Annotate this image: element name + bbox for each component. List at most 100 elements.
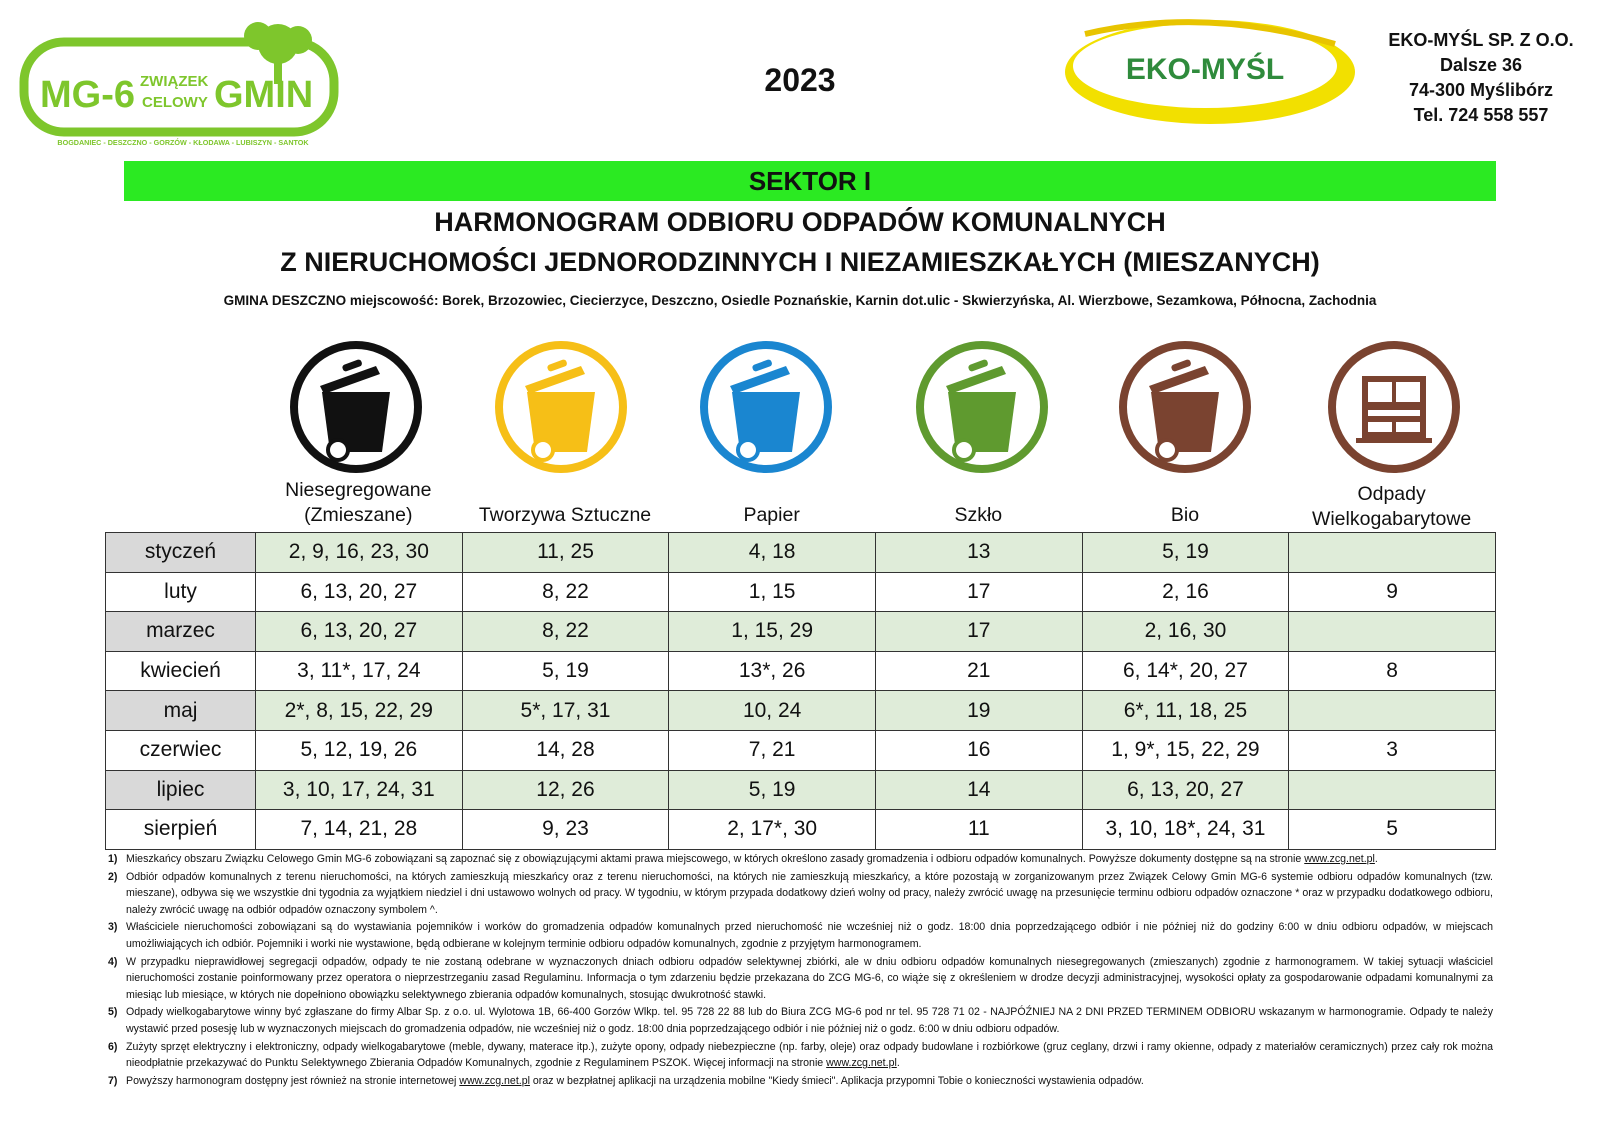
footnotes: 1) Mieszkańcy obszaru Związku Celowego G… xyxy=(108,851,1493,1090)
footnote-number: 2) xyxy=(108,870,118,883)
date-cell: 16 xyxy=(874,729,1083,771)
company-phone: Tel. 724 558 557 xyxy=(1413,105,1549,125)
footnote-text: Zużyty sprzęt elektryczny i elektroniczn… xyxy=(126,1040,1493,1070)
date-cell: 6, 13, 20, 27 xyxy=(255,611,463,652)
date-cell: 14, 28 xyxy=(461,729,670,771)
mg6-middle-text-1: ZWIĄZEK xyxy=(140,73,208,90)
date-cell: 1, 15 xyxy=(668,571,876,613)
eko-mysl-logo: EKO-MYŚL xyxy=(1055,14,1365,129)
date-cell: 1, 15, 29 xyxy=(668,611,876,652)
table-row: sierpień 7, 14, 21, 28 9, 23 2, 17*, 30 … xyxy=(105,809,1496,850)
footnote-text: Powyższy harmonogram dostępny jest równi… xyxy=(126,1074,457,1087)
date-cell: 13 xyxy=(874,532,1083,573)
gmina-line: GMINA DESZCZNO miejscowość: Borek, Brzoz… xyxy=(223,293,1377,308)
footnote-text: Właściciele nieruchomości zobowiązani są… xyxy=(126,921,1493,950)
footnote: 6) Zużyty sprzęt elektryczny i elektroni… xyxy=(108,1039,1493,1072)
sector-banner: SEKTOR I xyxy=(124,161,1496,201)
table-row: marzec 6, 13, 20, 27 8, 22 1, 15, 29 17 … xyxy=(105,611,1496,652)
date-cell: 7, 21 xyxy=(668,729,876,771)
date-cell: 14 xyxy=(874,769,1083,811)
footnote-link[interactable]: www.zcg.net.pl xyxy=(459,1074,530,1087)
column-header-line1: Niesegregowane xyxy=(285,479,432,501)
month-cell: kwiecień xyxy=(105,650,256,692)
footnote-number: 6) xyxy=(108,1040,118,1053)
table-row: luty 6, 13, 20, 27 8, 22 1, 15 17 2, 16 … xyxy=(105,571,1496,613)
mg6-logo: MG-6 ZWIĄZEK CELOWY GMIN BOGDANIEC - DES… xyxy=(18,14,348,154)
date-cell: 19 xyxy=(874,690,1083,731)
date-cell: 7, 14, 21, 28 xyxy=(255,809,463,850)
date-cell: 6*, 11, 18, 25 xyxy=(1081,690,1290,731)
footnote-number: 5) xyxy=(108,1006,118,1019)
column-headers: Niesegregowane (Zmieszane) Tworzywa Sztuc… xyxy=(105,478,1495,532)
month-cell: sierpień xyxy=(105,809,256,850)
column-header-paper: Papier xyxy=(668,478,875,532)
column-header-glass: Szkło xyxy=(875,478,1082,532)
date-cell xyxy=(1288,611,1496,652)
table-row: czerwiec 5, 12, 19, 26 14, 28 7, 21 16 1… xyxy=(105,729,1496,771)
date-cell: 9, 23 xyxy=(461,809,670,850)
table-row: maj 2*, 8, 15, 22, 29 5*, 17, 31 10, 24 … xyxy=(105,690,1496,731)
date-cell: 8, 22 xyxy=(461,571,670,613)
date-cell: 10, 24 xyxy=(668,690,876,731)
date-cell: 5, 19 xyxy=(1081,532,1290,573)
date-cell: 5*, 17, 31 xyxy=(461,690,670,731)
footnote: 4) W przypadku nieprawidłowej segregacji… xyxy=(108,954,1493,1004)
month-cell: maj xyxy=(105,690,256,731)
footnote-text: Odpady wielkogabarytowe winny być zgłasz… xyxy=(126,1006,1493,1035)
date-cell: 8 xyxy=(1288,650,1496,692)
footnote: 1) Mieszkańcy obszaru Związku Celowego G… xyxy=(108,851,1493,868)
column-header-line1: Szkło xyxy=(954,504,1003,526)
date-cell: 5 xyxy=(1288,809,1496,850)
black-bin-icon xyxy=(284,340,428,474)
date-cell: 5, 19 xyxy=(668,769,876,811)
column-header-line1: Papier xyxy=(743,504,800,526)
date-cell xyxy=(1288,532,1496,573)
date-cell: 3, 10, 17, 24, 31 xyxy=(255,769,463,811)
date-cell: 17 xyxy=(874,571,1083,613)
column-header-line1: Odpady xyxy=(1357,483,1426,505)
company-name: EKO-MYŚL SP. Z O.O. xyxy=(1388,30,1574,50)
year: 2023 xyxy=(764,62,836,98)
month-cell: luty xyxy=(105,571,256,613)
date-cell: 2, 17*, 30 xyxy=(668,809,876,850)
column-header-line2: Wielkogabarytowe xyxy=(1311,508,1472,530)
title-line-1: HARMONOGRAM ODBIORU ODPADÓW KOMUNALNYCH xyxy=(434,207,1166,237)
date-cell xyxy=(1288,690,1496,731)
column-header-bio: Bio xyxy=(1082,478,1289,532)
date-cell: 6, 13, 20, 27 xyxy=(255,571,463,613)
footnote-number: 3) xyxy=(108,921,118,934)
date-cell: 5, 19 xyxy=(461,650,670,692)
date-cell: 6, 14*, 20, 27 xyxy=(1081,650,1290,692)
month-cell: lipiec xyxy=(105,769,256,811)
footnote-number: 1) xyxy=(108,853,118,865)
column-header-plastic: Tworzywa Sztuczne xyxy=(462,478,669,532)
date-cell: 3, 10, 18*, 24, 31 xyxy=(1081,809,1290,850)
table-row: styczeń 2, 9, 16, 23, 30 11, 25 4, 18 13… xyxy=(105,532,1496,573)
date-cell: 11, 25 xyxy=(461,532,670,573)
blue-bin-icon xyxy=(694,340,838,474)
footnote-tail: . xyxy=(896,1057,900,1070)
footnote-text: W przypadku nieprawidłowej segregacji od… xyxy=(126,955,1493,1001)
date-cell: 1, 9*, 15, 22, 29 xyxy=(1081,729,1290,771)
footnote-number: 4) xyxy=(108,955,118,968)
date-cell: 4, 18 xyxy=(668,532,876,573)
date-cell: 11 xyxy=(874,809,1083,850)
yellow-bin-icon xyxy=(489,340,633,474)
column-header-line1: Bio xyxy=(1170,504,1200,526)
table-row: lipiec 3, 10, 17, 24, 31 12, 26 5, 19 14… xyxy=(105,769,1496,811)
date-cell: 5, 12, 19, 26 xyxy=(255,729,463,771)
schedule-table: styczeń 2, 9, 16, 23, 30 11, 25 4, 18 13… xyxy=(105,532,1496,850)
brown-bin-icon xyxy=(1113,340,1257,474)
footnote-link[interactable]: www.zcg.net.pl xyxy=(826,1057,897,1070)
month-cell: czerwiec xyxy=(105,729,256,771)
mg6-middle-text-2: CELOWY xyxy=(142,94,208,111)
date-cell: 2, 9, 16, 23, 30 xyxy=(255,532,463,573)
footnote-text: Mieszkańcy obszaru Związku Celowego Gmin… xyxy=(126,853,1302,865)
column-header-line2: (Zmieszane) xyxy=(304,504,413,526)
footnote-number: 7) xyxy=(108,1074,118,1087)
footnote-tail: oraz w bezpłatnej aplikacji na urządzeni… xyxy=(532,1074,1144,1087)
date-cell: 8, 22 xyxy=(461,611,670,652)
title-line-2: Z NIERUCHOMOŚCI JEDNORODZINNYCH I NIEZAM… xyxy=(280,247,1320,277)
company-info: EKO-MYŚL SP. Z O.O. Dalsze 36 74-300 Myś… xyxy=(1370,28,1592,128)
footnote-link[interactable]: www.zcg.net.pl xyxy=(1304,853,1375,865)
